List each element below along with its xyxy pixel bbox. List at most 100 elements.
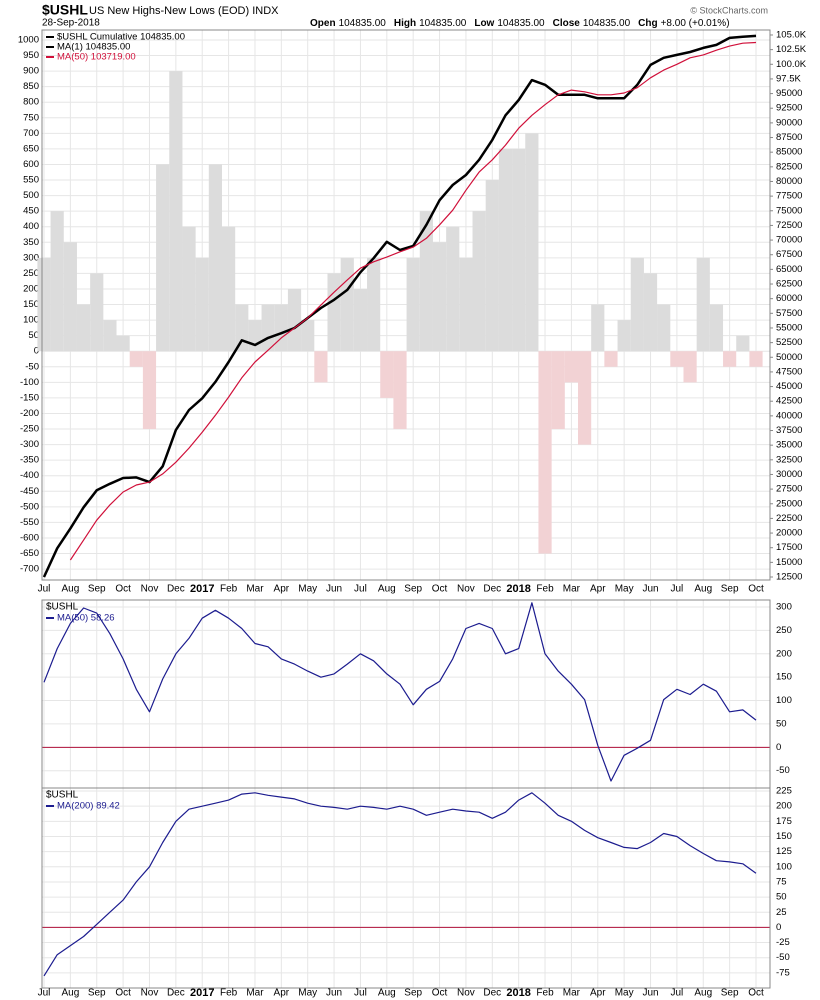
y2-tick-label: 92500 <box>776 103 802 114</box>
y-tick-label: 600 <box>23 159 39 170</box>
x-tick-label: Aug <box>378 584 396 595</box>
y-tick-label: 400 <box>23 221 39 232</box>
bar <box>274 304 288 352</box>
ohlc-value: 104835.00 <box>497 18 545 29</box>
x-tick-label: Sep <box>721 988 739 999</box>
x-tick-label: Apr <box>590 988 606 999</box>
ohlc-value: 104835.00 <box>583 18 631 29</box>
x-tick-label: Aug <box>694 584 712 595</box>
x-tick-label: Sep <box>404 988 422 999</box>
bar <box>301 320 315 352</box>
y-tick-label: -700 <box>20 564 39 575</box>
bar <box>696 257 710 352</box>
y2-tick-label: 85000 <box>776 147 802 158</box>
bar <box>235 304 249 352</box>
x-tick-label: Aug <box>378 988 396 999</box>
bar <box>103 320 117 352</box>
y2-tick-label: 42500 <box>776 396 802 407</box>
panel-frame <box>41 29 771 581</box>
bar <box>287 288 302 352</box>
y2-tick-label: 35000 <box>776 440 802 451</box>
x-tick-label: Aug <box>694 988 712 999</box>
y-tick-label: -75 <box>776 967 790 978</box>
y-tick-label: 225 <box>776 786 792 797</box>
y-tick-label: 750 <box>23 112 39 123</box>
x-tick-label: Mar <box>563 584 581 595</box>
x-tick-label: Jul <box>670 584 683 595</box>
y2-tick-label: 45000 <box>776 381 802 392</box>
y2-tick-label: 77500 <box>776 191 802 202</box>
y2-tick-label: 60000 <box>776 293 802 304</box>
x-tick-label: Apr <box>274 584 290 595</box>
y-tick-label: -650 <box>20 548 39 559</box>
y-tick-label: 150 <box>776 831 792 842</box>
y2-tick-label: 72500 <box>776 220 802 231</box>
x-tick-label: Nov <box>457 988 475 999</box>
bar <box>367 257 381 352</box>
x-tick-label: 2018 <box>506 987 530 999</box>
y-tick-label: 700 <box>23 128 39 139</box>
y2-tick-label: 70000 <box>776 235 802 246</box>
x-tick-label: Sep <box>88 584 106 595</box>
bar <box>683 351 697 383</box>
y2-tick-label: 17500 <box>776 542 802 553</box>
bar <box>551 351 565 430</box>
bar <box>169 71 183 352</box>
y-tick-label: 150 <box>776 672 792 683</box>
x-tick-label: Feb <box>220 988 238 999</box>
x-tick-label: Feb <box>220 584 238 595</box>
x-tick-label: Sep <box>721 584 739 595</box>
x-tick-label: Jun <box>326 584 342 595</box>
copyright: © StockCharts.com <box>690 5 768 15</box>
y-tick-label: -300 <box>20 439 39 450</box>
x-tick-label: Apr <box>274 988 290 999</box>
y-tick-label: 250 <box>23 268 39 279</box>
y-tick-label: 850 <box>23 81 39 92</box>
y2-tick-label: 57500 <box>776 308 802 319</box>
legend-label: MA(1) 104835.00 <box>57 42 130 53</box>
y-tick-label: 450 <box>23 206 39 217</box>
bar <box>90 273 104 352</box>
ohlc-label: Chg <box>638 18 657 29</box>
x-tick-label: Apr <box>590 584 606 595</box>
y-tick-label: 75 <box>776 876 787 887</box>
x-tick-label: Mar <box>246 584 264 595</box>
bar <box>485 180 499 352</box>
y-tick-label: 0 <box>776 742 781 753</box>
y2-tick-label: 80000 <box>776 176 802 187</box>
bar <box>512 148 526 352</box>
bar <box>432 242 447 352</box>
ohlc-label: Close <box>553 18 581 29</box>
y2-tick-label: 22500 <box>776 513 802 524</box>
panel-title: $USHL <box>46 602 79 613</box>
y-tick-label: 0 <box>776 922 781 933</box>
y-tick-label: -50 <box>776 765 790 776</box>
y-tick-label: -100 <box>20 377 39 388</box>
bar <box>670 351 684 367</box>
x-tick-label: Dec <box>167 988 185 999</box>
x-tick-label: Jul <box>38 988 51 999</box>
bar <box>643 273 658 352</box>
bar <box>538 351 552 554</box>
y-tick-label: 25 <box>776 907 787 918</box>
y-tick-label: 500 <box>23 190 39 201</box>
y2-tick-label: 90000 <box>776 117 802 128</box>
bar <box>723 351 737 367</box>
bar <box>446 226 460 352</box>
bar <box>393 351 407 430</box>
bar <box>37 257 51 352</box>
ohlc-value: 104835.00 <box>419 18 467 29</box>
y2-tick-label: 65000 <box>776 264 802 275</box>
y2-tick-label: 102.5K <box>776 44 807 55</box>
y-tick-label: 650 <box>23 143 39 154</box>
bar <box>406 257 420 352</box>
legend-label: MA(50) 103719.00 <box>57 52 136 63</box>
y2-tick-label: 55000 <box>776 322 802 333</box>
bar <box>604 351 618 367</box>
y-tick-label: 800 <box>23 97 39 108</box>
bar <box>472 211 486 352</box>
bar <box>340 257 354 352</box>
chart-subtitle: US New Highs-New Lows (EOD) INDX <box>89 5 279 17</box>
bar <box>525 133 539 352</box>
y2-tick-label: 75000 <box>776 205 802 216</box>
